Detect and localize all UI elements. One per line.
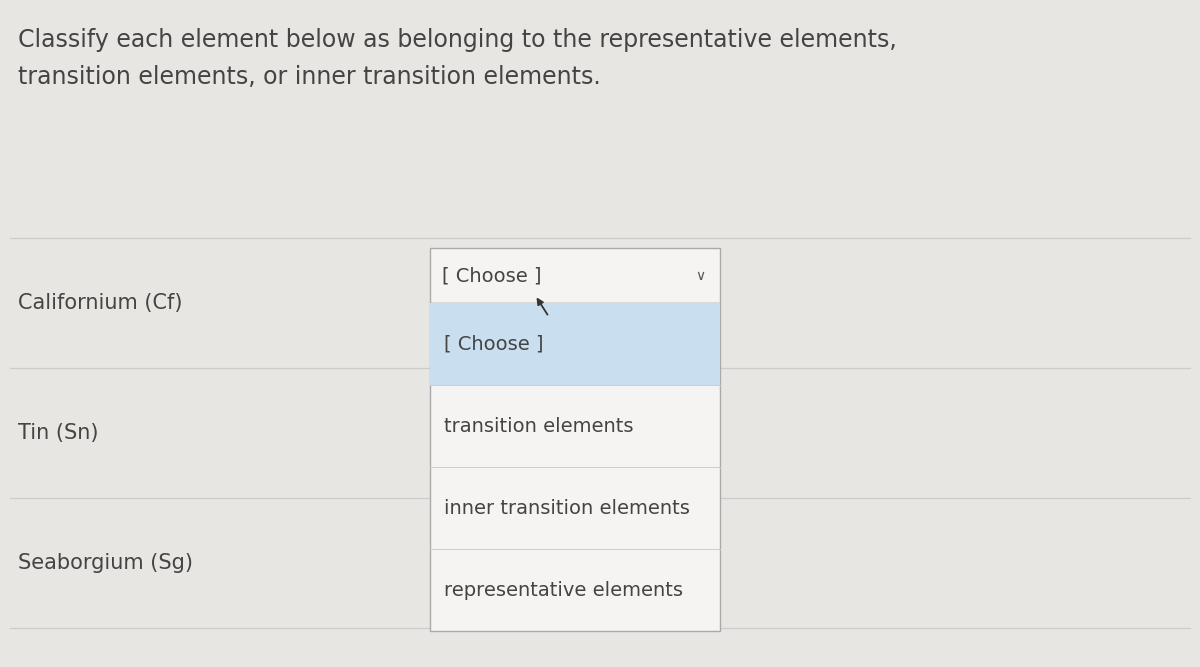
Bar [430,303,720,385]
Text: transition elements: transition elements [444,416,634,436]
Text: [ Choose ]: [ Choose ] [444,334,544,354]
Text: Seaborgium (Sg): Seaborgium (Sg) [18,553,193,573]
Text: Californium (Cf): Californium (Cf) [18,293,182,313]
Text: inner transition elements: inner transition elements [444,498,690,518]
Text: transition elements, or inner transition elements.: transition elements, or inner transition… [18,65,601,89]
Text: Classify each element below as belonging to the representative elements,: Classify each element below as belonging… [18,28,896,52]
Text: Tin (Sn): Tin (Sn) [18,423,98,443]
Bar [430,248,720,303]
Bar [430,303,720,631]
Text: [ Choose ]: [ Choose ] [442,266,541,285]
Text: representative elements: representative elements [444,580,683,600]
Text: ∨: ∨ [695,269,706,283]
